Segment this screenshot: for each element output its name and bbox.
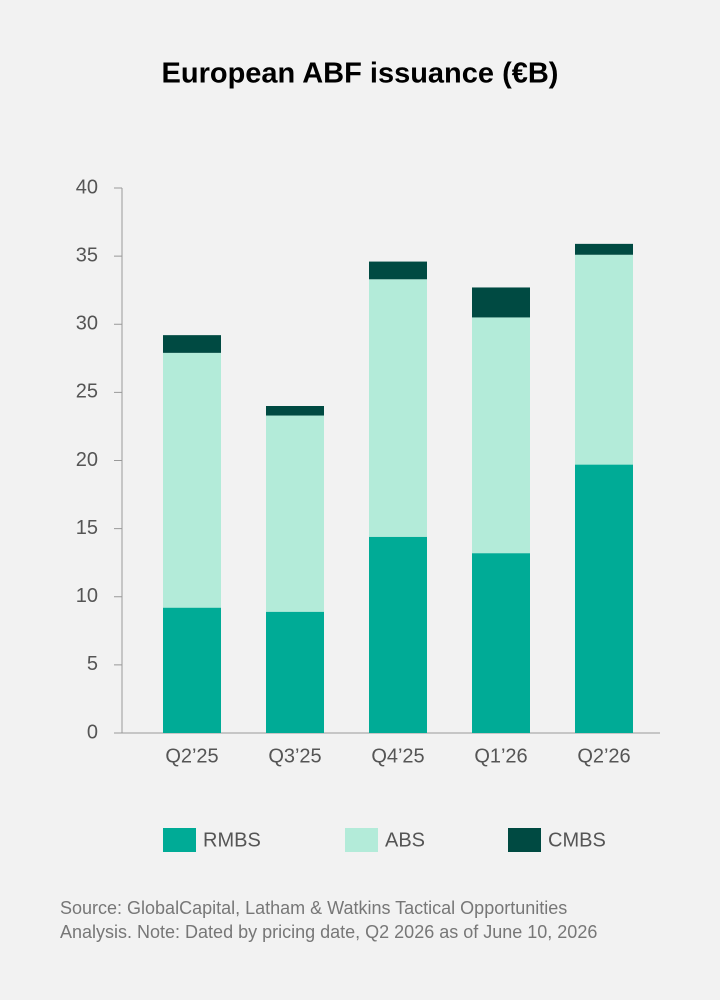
y-tick-label: 25	[76, 381, 98, 403]
y-tick-label: 5	[87, 653, 98, 675]
source-note: Source: GlobalCapital, Latham & Watkins …	[60, 898, 567, 918]
bar-segment	[575, 464, 633, 733]
bar-segment	[575, 254, 633, 465]
y-tick-label: 15	[76, 517, 98, 539]
y-tick-label: 10	[76, 585, 98, 607]
bar-segment	[369, 536, 427, 733]
bar-segment	[163, 352, 221, 608]
y-tick-label: 40	[76, 176, 98, 198]
y-tick-label: 0	[87, 721, 98, 743]
bar-segment	[266, 415, 324, 612]
y-tick-label: 20	[76, 449, 98, 471]
bar-segment	[472, 287, 530, 318]
bar-segment	[369, 279, 427, 537]
bar-segment	[266, 611, 324, 733]
bar-segment	[163, 335, 221, 353]
x-tick-label: Q4’25	[371, 745, 424, 767]
bar-segment	[266, 406, 324, 416]
x-tick-label: Q2’26	[577, 745, 630, 767]
legend-label: ABS	[385, 829, 425, 851]
bar-segment	[472, 553, 530, 733]
legend-label: CMBS	[548, 829, 606, 851]
y-tick-label: 30	[76, 313, 98, 335]
bar-segment	[472, 317, 530, 554]
x-tick-label: Q1’26	[474, 745, 527, 767]
source-note: Analysis. Note: Dated by pricing date, Q…	[60, 922, 597, 942]
legend-swatch	[345, 828, 378, 852]
bar-segment	[163, 607, 221, 733]
bar-segment	[369, 261, 427, 280]
legend-swatch	[508, 828, 541, 852]
x-tick-label: Q2’25	[165, 745, 218, 767]
chart-title: European ABF issuance (€B)	[162, 58, 559, 90]
x-tick-label: Q3’25	[268, 745, 321, 767]
y-tick-label: 35	[76, 244, 98, 266]
legend-label: RMBS	[203, 829, 261, 851]
bar-segment	[575, 243, 633, 255]
legend-swatch	[163, 828, 196, 852]
